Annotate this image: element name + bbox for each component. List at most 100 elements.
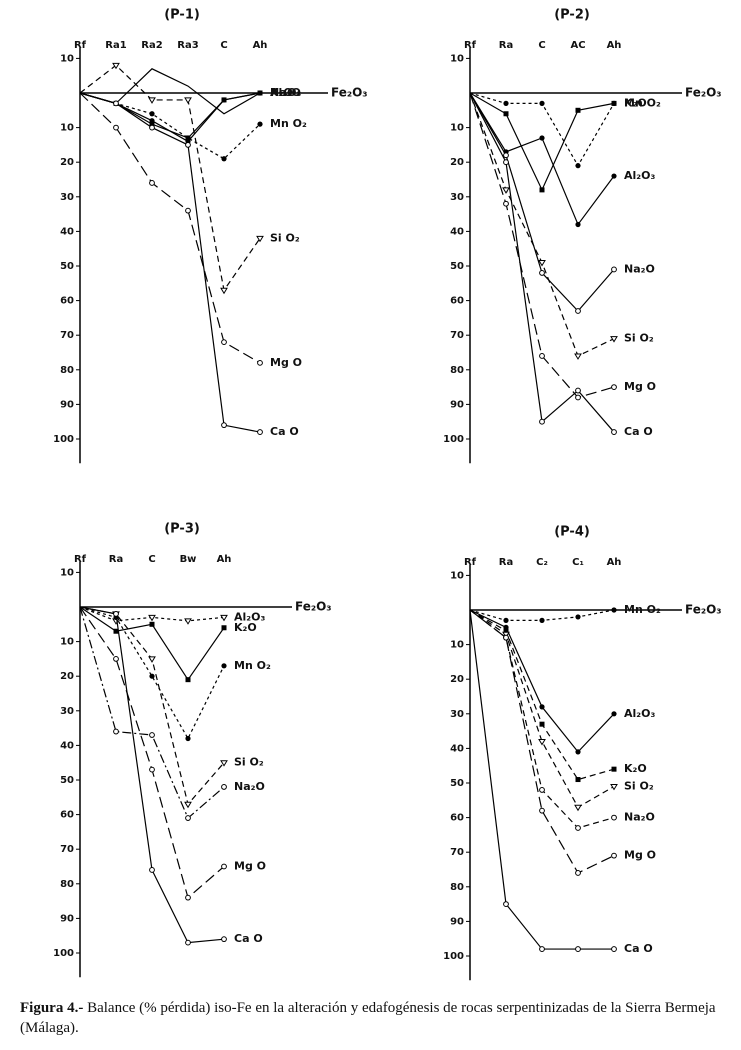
y-tick-label: 100 — [53, 948, 74, 959]
series-line — [469, 609, 615, 781]
point-marker — [220, 760, 228, 767]
y-tick-label: 40 — [60, 740, 74, 751]
point-marker — [611, 766, 617, 772]
chart-title: (P-3) — [164, 522, 200, 537]
point-marker — [502, 187, 510, 194]
y-tick-label: 80 — [60, 879, 74, 890]
point-marker — [148, 614, 156, 622]
series-label: Al₂O₃ — [624, 707, 655, 720]
x-category-label: Ra — [499, 40, 513, 51]
y-tick-label: 90 — [450, 399, 464, 410]
point-marker — [575, 221, 581, 228]
chart-title: (P-2) — [554, 8, 590, 23]
point-marker — [575, 777, 581, 783]
x-category-label: Ra3 — [177, 40, 198, 51]
y-tick-label: 10 — [60, 53, 74, 64]
point-marker — [184, 97, 192, 104]
point-marker — [539, 270, 545, 276]
point-marker — [611, 100, 617, 106]
y-tick-label: 40 — [450, 743, 464, 754]
series-line — [469, 92, 615, 312]
x-category-label: C — [220, 40, 227, 51]
y-tick-label: 100 — [53, 434, 74, 445]
point-marker — [503, 901, 509, 907]
point-marker — [148, 656, 156, 663]
point-marker — [257, 121, 263, 127]
point-marker — [257, 429, 263, 435]
point-marker — [113, 728, 119, 735]
x-category-label: Bw — [180, 554, 197, 565]
point-marker — [149, 124, 155, 131]
x-category-label: C — [538, 40, 545, 51]
series-label: Mg O — [624, 380, 656, 393]
y-tick-label: 20 — [60, 671, 74, 682]
series-label: Mg O — [234, 860, 266, 873]
y-tick-label: 30 — [60, 192, 74, 203]
point-marker — [503, 152, 509, 159]
point-marker — [112, 62, 120, 70]
point-marker — [611, 607, 617, 613]
y-tick-label: 70 — [450, 847, 464, 858]
point-marker — [220, 614, 228, 622]
point-marker — [149, 867, 155, 873]
series-line — [469, 92, 615, 357]
caption: Figura 4.- Balance (% pérdida) iso-Fe en… — [20, 998, 720, 1038]
y-tick-label: 10 — [450, 123, 464, 134]
series-label: Na₂O — [234, 780, 265, 793]
x-category-label: Rf — [464, 40, 477, 51]
x-category-label: Ra — [499, 557, 513, 568]
series-line — [79, 92, 261, 364]
point-marker — [611, 266, 617, 273]
point-marker — [575, 825, 581, 831]
point-marker — [575, 308, 581, 314]
point-marker — [149, 180, 155, 186]
x-category-label: Ah — [217, 554, 232, 565]
chart-title: (P-4) — [554, 525, 590, 540]
series-label: Na₂O — [270, 86, 301, 99]
reference-label: Fe₂O₃ — [685, 603, 722, 617]
series-label: Mn O₂ — [624, 603, 661, 616]
x-category-label: Ah — [607, 557, 622, 568]
x-category-label: Ah — [253, 40, 268, 51]
x-category-label: Ra1 — [105, 40, 126, 51]
point-marker — [113, 100, 119, 107]
point-marker — [149, 621, 155, 627]
point-marker — [611, 173, 617, 179]
y-tick-label: 40 — [450, 226, 464, 237]
point-marker — [503, 628, 509, 634]
point-marker — [539, 135, 545, 141]
series-label: Al₂O₃ — [234, 610, 265, 623]
point-marker — [185, 677, 191, 683]
y-tick-label: 20 — [450, 674, 464, 685]
point-marker — [575, 946, 581, 952]
point-marker — [221, 422, 227, 429]
point-marker — [611, 814, 617, 821]
series-line — [79, 64, 261, 292]
series-label: Si O₂ — [270, 231, 300, 244]
x-category-label: Rf — [74, 40, 87, 51]
y-tick-label: 40 — [60, 226, 74, 237]
point-marker — [539, 617, 545, 623]
point-marker — [539, 100, 545, 106]
series-label: Mg O — [270, 356, 302, 369]
point-marker — [575, 749, 581, 755]
point-marker — [221, 663, 227, 669]
point-marker — [220, 287, 228, 295]
series-label: K₂O — [234, 621, 257, 634]
reference-label: Fe₂O₃ — [295, 600, 332, 614]
series-label: Mg O — [624, 849, 656, 862]
series-line — [469, 609, 615, 753]
point-marker — [611, 711, 617, 717]
point-marker — [538, 738, 546, 746]
point-marker — [539, 418, 545, 425]
chart-title: (P-1) — [164, 8, 200, 23]
point-marker — [184, 618, 192, 625]
y-tick-label: 50 — [450, 261, 464, 272]
point-marker — [257, 90, 263, 96]
x-category-label: Rf — [74, 554, 87, 565]
series-label: Ca O — [624, 942, 653, 955]
point-marker — [221, 97, 227, 103]
point-marker — [539, 946, 545, 952]
y-tick-label: 10 — [60, 123, 74, 134]
